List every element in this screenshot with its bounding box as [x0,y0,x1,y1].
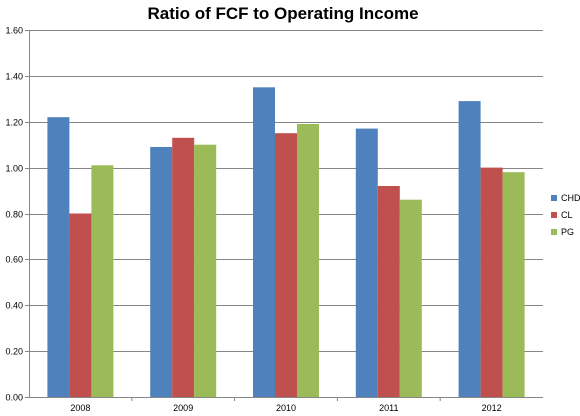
legend-label-chd: CHD [561,193,580,203]
x-tick-label: 2010 [276,403,296,413]
legend-label-pg: PG [561,227,574,237]
chart-title: Ratio of FCF to Operating Income [147,4,418,23]
bar-cl-2012 [480,167,503,397]
legend-label-cl: CL [561,210,573,220]
bar-cl-2011 [377,186,400,397]
bar-chd-2009 [150,147,173,397]
bar-pg-2011 [399,199,422,397]
x-tick-label: 2012 [482,403,502,413]
legend: CHD CL PG [551,193,580,237]
y-tick-label: 0.40 [5,301,23,311]
bar-cl-2009 [172,137,195,398]
bar-pg-2008 [91,165,114,397]
legend-swatch-cl [551,212,557,218]
axes: 0.00 0.20 0.40 0.60 0.80 1.00 1.20 1.40 1.60 2008… [5,26,543,413]
y-tick-label: 0.60 [5,255,23,265]
legend-swatch-pg [551,229,557,235]
bar-cl-2010 [275,133,297,397]
y-tick-label: 0.00 [5,393,23,403]
x-tick-label: 2011 [379,403,398,413]
bars [47,87,525,398]
y-tick-label: 1.20 [5,118,23,128]
bar-chd-2008 [47,117,70,397]
bar-chd-2011 [355,128,378,397]
x-tick-label: 2009 [173,403,193,413]
bar-chd-2012 [458,101,481,397]
bar-chd-2010 [253,87,275,398]
bar-cl-2008 [69,213,92,397]
y-tick-label: 1.00 [5,164,23,174]
bar-pg-2010 [297,124,319,397]
legend-swatch-chd [551,195,557,201]
y-tick-label: 1.40 [5,72,23,82]
y-tick-label: 0.80 [5,210,23,220]
y-tick-label: 1.60 [5,26,23,36]
bar-pg-2012 [502,172,525,397]
x-tick-label: 2008 [70,403,90,413]
bar-pg-2009 [194,144,217,397]
y-tick-label: 0.20 [5,347,23,357]
